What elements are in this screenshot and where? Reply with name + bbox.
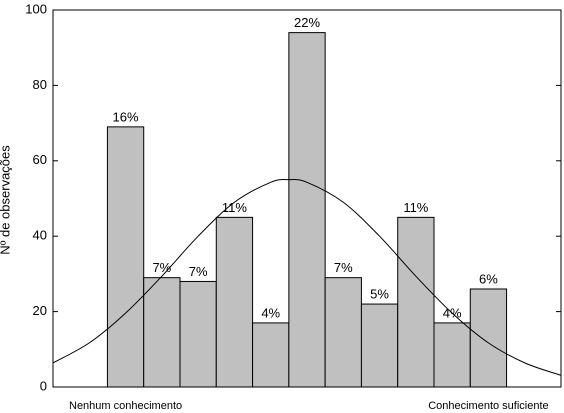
y-tick-label: 100 — [25, 1, 47, 16]
bar — [397, 216, 435, 388]
x-tick-label: Conhecimento suficiente — [428, 400, 548, 412]
bar — [215, 216, 254, 388]
bar — [360, 303, 399, 388]
value-label: 11% — [222, 200, 247, 215]
bar — [469, 288, 508, 388]
value-label: 4% — [261, 305, 280, 320]
bar — [106, 126, 145, 388]
y-tick-label: 60 — [33, 152, 47, 167]
bar — [143, 277, 181, 388]
value-label: 16% — [113, 109, 139, 124]
y-tick-label: 40 — [33, 228, 47, 243]
value-label: 22% — [294, 15, 320, 30]
bar — [252, 322, 290, 388]
bar — [433, 322, 471, 388]
bar — [324, 277, 362, 388]
value-label: 5% — [370, 286, 389, 301]
value-label: 11% — [403, 200, 428, 215]
normal-curve — [52, 178, 562, 376]
value-label: 7% — [152, 260, 171, 275]
bar — [179, 280, 217, 388]
value-label: 7% — [334, 260, 353, 275]
plot-frame — [52, 9, 562, 388]
bar — [288, 32, 326, 388]
value-label: 6% — [479, 271, 498, 286]
y-tick-label: 20 — [33, 303, 47, 318]
y-tick-label: 0 — [40, 378, 47, 393]
y-axis-title: Nº de observações — [0, 145, 12, 255]
x-tick-label: Nenhum conhecimento — [69, 400, 182, 412]
y-tick-label: 80 — [33, 77, 47, 92]
value-label: 7% — [189, 264, 208, 279]
